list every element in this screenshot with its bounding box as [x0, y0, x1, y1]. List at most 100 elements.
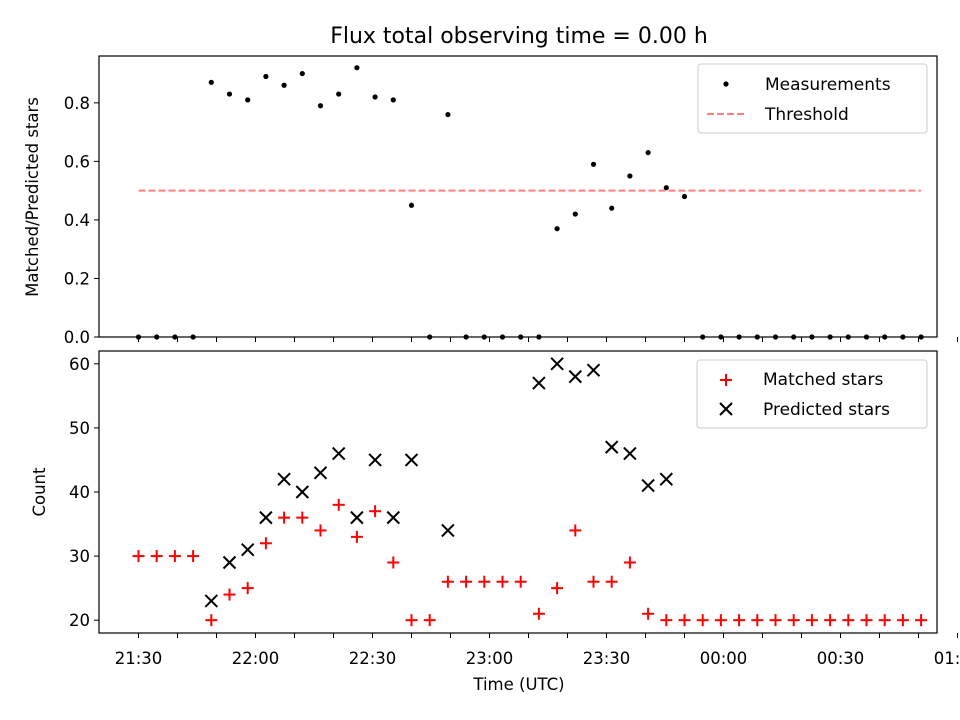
matched-star-point — [532, 607, 545, 620]
matched-star-point — [369, 505, 382, 518]
measurement-point — [499, 334, 506, 340]
matched-star-point — [805, 614, 818, 627]
measurement-point — [663, 185, 669, 191]
matched-star-point — [660, 614, 673, 627]
measurements-legend-label: Measurements — [765, 75, 891, 95]
measurement-point — [918, 334, 924, 340]
measurement-point — [572, 211, 578, 217]
top-legend: Measurements Threshold — [697, 63, 928, 134]
matched-star-point — [350, 530, 363, 543]
matched-star-point — [514, 575, 527, 588]
measurement-point — [554, 226, 560, 232]
predicted-star-point — [404, 453, 419, 467]
x-tick-label: 22:30 — [349, 649, 397, 668]
measurement-point — [445, 111, 451, 118]
measurement-point — [281, 82, 287, 88]
measurement-point — [827, 334, 833, 340]
predicted-star-point — [350, 510, 364, 525]
measurement-point — [718, 334, 724, 340]
matched-star-point — [423, 614, 436, 627]
x-tick-label: 21:30 — [115, 649, 163, 668]
bottom-plot-area — [132, 357, 928, 627]
predicted-legend-marker — [719, 402, 733, 416]
measurement-point — [518, 334, 524, 340]
top-y-tick-label: 0.8 — [64, 94, 90, 113]
matched-star-point — [460, 575, 473, 588]
bottom-x-axis: 21:30 22:00 22:30 23:00 23:30 00:00 00:30 01:00 — [115, 633, 960, 668]
matched-star-point — [296, 511, 309, 524]
bottom-y-tick-label: 60 — [69, 355, 90, 374]
measurement-point — [882, 334, 888, 340]
measurement-point — [700, 334, 706, 340]
x-tick-label: 23:30 — [583, 649, 631, 668]
measurements-legend-marker — [723, 81, 729, 87]
measurement-point — [190, 334, 196, 340]
measurement-point — [427, 334, 433, 340]
matched-star-point — [696, 614, 709, 627]
bottom-y-tick-label: 50 — [69, 419, 90, 438]
predicted-star-point — [550, 357, 564, 371]
top-y-axis-label: Matched/Predicted stars — [23, 97, 42, 297]
top-y-tick-label: 0.0 — [64, 328, 90, 347]
matched-star-point — [387, 556, 400, 569]
top-y-tick-label: 0.2 — [64, 269, 90, 288]
matched-star-point — [787, 614, 800, 627]
measurement-point — [172, 334, 178, 340]
matched-star-point — [187, 550, 200, 563]
bottom-legend-box — [696, 359, 928, 429]
chart-title: Flux total observing time = 0.00 h — [330, 24, 708, 49]
matched-star-point — [642, 607, 655, 620]
predicted-star-point — [331, 446, 346, 461]
matched-star-point — [733, 614, 746, 627]
bottom-y-axis: 20 30 40 50 60 — [69, 355, 99, 630]
x-tick-label: 22:00 — [232, 649, 280, 668]
measurement-point — [609, 205, 615, 211]
x-tick-label: 23:00 — [466, 649, 514, 668]
predicted-star-point — [222, 555, 237, 570]
measurement-point — [627, 173, 633, 179]
measurement-point — [590, 161, 597, 167]
matched-star-point — [223, 588, 236, 601]
matched-star-point — [168, 550, 181, 563]
matched-star-point — [332, 498, 345, 511]
top-y-tick-label: 0.6 — [64, 152, 90, 171]
predicted-star-point — [277, 472, 291, 486]
top-plot-area — [135, 65, 924, 340]
measurement-point — [772, 334, 779, 340]
measurement-point — [845, 334, 851, 340]
measurement-point — [372, 94, 378, 100]
measurement-point — [245, 97, 251, 103]
matched-star-point — [441, 575, 454, 588]
matched-star-point — [896, 614, 909, 627]
predicted-star-point — [641, 478, 655, 493]
bottom-y-axis-label: Count — [30, 467, 49, 517]
measurement-point — [299, 70, 305, 77]
top-y-tick-label: 0.4 — [64, 211, 90, 230]
measurement-point — [390, 97, 396, 103]
matched-star-point — [623, 556, 636, 569]
measurement-point — [536, 334, 542, 340]
measurement-point — [208, 79, 214, 85]
measurement-point — [681, 193, 688, 200]
matched-star-point — [751, 614, 764, 627]
matched-star-point — [714, 614, 727, 627]
threshold-legend-label: Threshold — [764, 105, 849, 125]
predicted-star-point — [368, 453, 382, 467]
top-axes-frame — [98, 55, 938, 338]
matched-star-point — [605, 575, 618, 588]
measurement-point — [481, 334, 487, 340]
matched-star-point — [915, 614, 928, 627]
matched-star-point — [259, 537, 272, 550]
predicted-star-point — [604, 440, 619, 454]
measurement-point — [463, 334, 469, 340]
predicted-star-point — [659, 472, 674, 486]
top-x-axis — [138, 337, 958, 342]
matched-star-point — [314, 524, 327, 537]
matched-star-point — [551, 582, 564, 595]
matched-star-point — [496, 575, 509, 588]
x-axis-label: Time (UTC) — [472, 675, 564, 694]
bottom-y-tick-label: 30 — [69, 547, 90, 566]
predicted-star-point — [441, 523, 455, 538]
predicted-star-point — [259, 510, 273, 525]
